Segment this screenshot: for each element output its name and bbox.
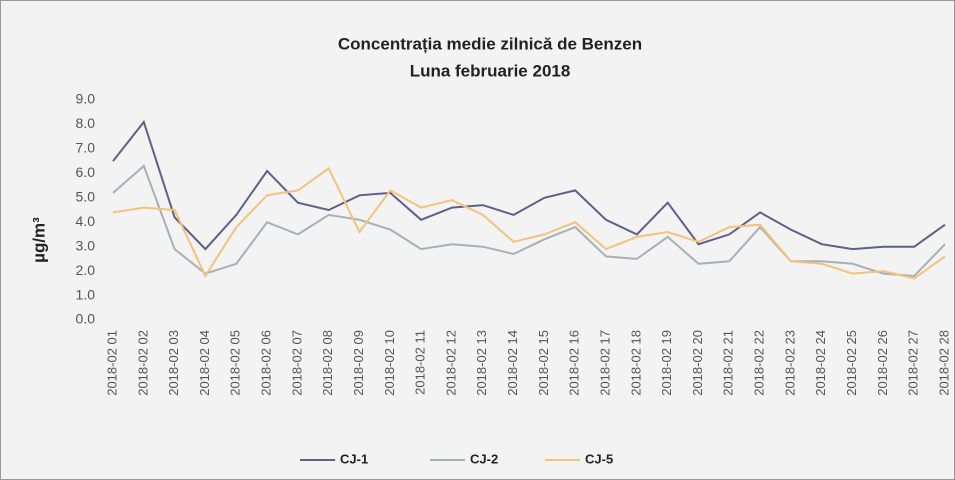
- x-tick-label: 2018-02 09: [351, 330, 366, 396]
- chart-title: Concentrația medie zilnică de Benzen: [338, 34, 642, 53]
- x-tick-label: 2018-02 11: [413, 330, 428, 395]
- x-tick-label: 2018-02 22: [752, 330, 767, 396]
- x-tick-label: 2018-02 21: [721, 330, 736, 396]
- legend-label: CJ-1: [340, 451, 368, 466]
- x-tick-label: 2018-02 27: [906, 330, 921, 396]
- x-tick-label: 2018-02 25: [844, 330, 859, 396]
- y-tick-label: 0.0: [76, 311, 96, 327]
- legend-label: CJ-2: [470, 451, 498, 466]
- x-tick-label: 2018-02 02: [135, 330, 150, 396]
- x-tick-label: 2018-02 12: [443, 330, 458, 396]
- y-tick-label: 2.0: [76, 262, 96, 278]
- x-tick-label: 2018-02 28: [936, 330, 951, 396]
- x-tick-label: 2018-02 07: [289, 330, 304, 396]
- chart-subtitle: Luna februarie 2018: [410, 61, 571, 80]
- x-tick-label: 2018-02 19: [659, 330, 674, 396]
- y-tick-label: 5.0: [76, 188, 96, 204]
- y-tick-label: 1.0: [76, 286, 96, 302]
- x-tick-label: 2018-02 23: [782, 330, 797, 396]
- x-tick-label: 2018-02 18: [628, 330, 643, 396]
- x-tick-label: 2018-02 26: [875, 330, 890, 396]
- x-tick-label: 2018-02 06: [259, 330, 274, 396]
- x-tick-label: 2018-02 08: [320, 330, 335, 396]
- y-tick-label: 9.0: [76, 91, 96, 107]
- x-tick-label: 2018-02 15: [536, 330, 551, 396]
- x-tick-label: 2018-02 20: [690, 330, 705, 396]
- x-tick-label: 2018-02 14: [505, 330, 520, 396]
- x-tick-label: 2018-02 05: [228, 330, 243, 396]
- x-tick-label: 2018-02 10: [382, 330, 397, 396]
- x-tick-label: 2018-02 04: [197, 330, 212, 396]
- x-tick-label: 2018-02 16: [567, 330, 582, 396]
- series-line: [112, 164, 946, 278]
- x-tick-label: 2018-02 01: [104, 330, 119, 396]
- y-tick-label: 4.0: [76, 213, 96, 229]
- x-tick-label: 2018-02 17: [597, 330, 612, 396]
- x-tick-label: 2018-02 03: [166, 330, 181, 396]
- y-axis-label: µg/m³: [29, 217, 48, 263]
- y-tick-label: 6.0: [76, 164, 96, 180]
- series-line: [112, 119, 946, 251]
- y-tick-label: 8.0: [76, 115, 96, 131]
- x-tick-label: 2018-02 24: [813, 330, 828, 396]
- series-line: [112, 166, 946, 280]
- y-tick-label: 7.0: [76, 140, 96, 156]
- y-tick-label: 3.0: [76, 237, 96, 253]
- x-tick-label: 2018-02 13: [474, 330, 489, 396]
- legend-label: CJ-5: [585, 451, 613, 466]
